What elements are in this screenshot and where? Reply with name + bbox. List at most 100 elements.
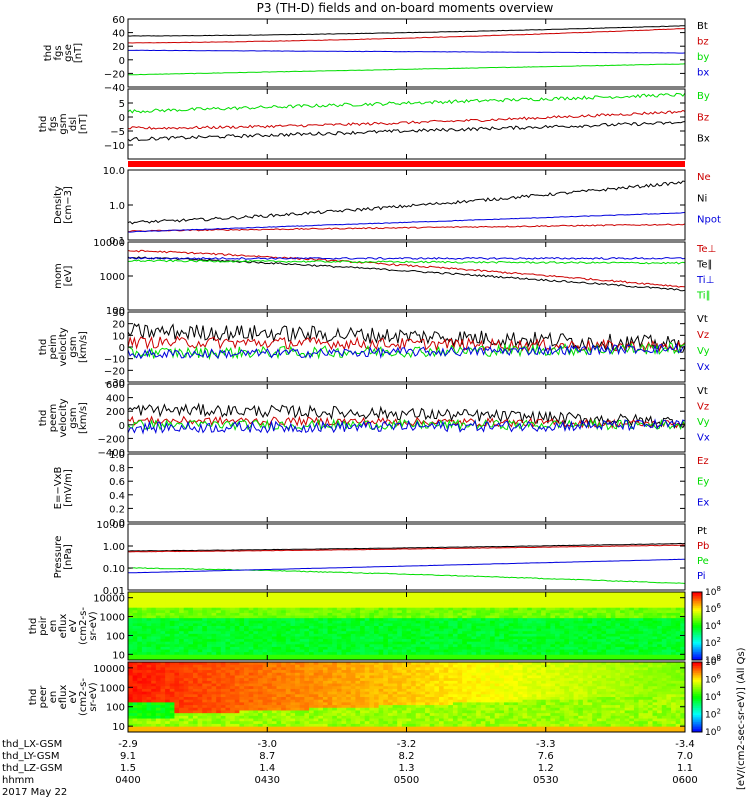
heatmap-cell [160, 646, 166, 651]
heatmap-cell [397, 594, 403, 598]
heatmap-cell [257, 688, 264, 693]
heatmap-cell [281, 654, 287, 658]
heatmap-cell [192, 721, 199, 725]
heatmap-cell [318, 694, 324, 698]
heatmap-cell [596, 626, 602, 630]
heatmap-cell [276, 654, 282, 658]
heatmap-cell [420, 628, 426, 632]
heatmap-cell [271, 702, 278, 706]
heatmap-cell [276, 699, 282, 703]
heatmap-cell [490, 623, 496, 627]
heatmap-cell [257, 649, 264, 653]
heatmap-cell [160, 699, 166, 703]
heatmap-cell [587, 618, 593, 622]
heatmap-cell [290, 691, 296, 695]
heatmap-cell [211, 662, 217, 666]
heatmap-cell [128, 592, 134, 596]
heatmap-cell [202, 646, 208, 651]
heatmap-cell [192, 670, 199, 674]
heatmap-cell [485, 644, 491, 648]
heatmap-cell [647, 652, 654, 656]
heatmap-cell [151, 667, 157, 671]
heatmap-cell [448, 623, 454, 627]
heatmap-cell [671, 618, 677, 622]
heatmap-cell [355, 628, 361, 632]
heatmap-cell [327, 594, 333, 598]
heatmap-cell [141, 688, 148, 693]
heatmap-cell [290, 618, 296, 622]
heatmap-cell [132, 594, 138, 598]
heatmap-cell [671, 628, 677, 632]
heatmap-cell [230, 597, 236, 601]
heatmap-cell [155, 592, 161, 596]
heatmap-cell [499, 636, 505, 640]
heatmap-cell [499, 618, 505, 622]
heatmap-cell [425, 639, 431, 643]
heatmap-cell [304, 652, 310, 656]
heatmap-cell [281, 615, 287, 619]
heatmap-cell [364, 607, 370, 611]
heatmap-cell [369, 636, 375, 640]
heatmap-cell [443, 654, 449, 658]
heatmap-cell [332, 721, 338, 725]
heatmap-cell [211, 721, 217, 725]
heatmap-cell [295, 718, 301, 722]
heatmap-cell [429, 644, 435, 648]
heatmap-cell [160, 683, 166, 687]
heatmap-cell [313, 631, 319, 635]
heatmap-cell [471, 599, 477, 603]
heatmap-cell [401, 602, 407, 606]
heatmap-cell [253, 620, 259, 624]
heatmap-cell [610, 644, 616, 648]
heatmap-cell [169, 615, 175, 619]
heatmap-cell [624, 631, 630, 635]
heatmap-cell [638, 623, 644, 627]
heatmap-cell [397, 683, 403, 687]
heatmap-cell [197, 697, 203, 701]
heatmap-cell [216, 636, 222, 640]
heatmap-cell [327, 680, 333, 685]
heatmap-cell [555, 644, 561, 648]
heatmap-cell [550, 618, 556, 622]
heatmap-cell [374, 641, 380, 645]
heatmap-cell [629, 639, 635, 643]
heatmap-cell [327, 667, 333, 671]
heatmap-cell [132, 680, 138, 685]
heatmap-cell [503, 620, 510, 624]
heatmap-cell [364, 694, 370, 698]
heatmap-cell [146, 697, 152, 701]
heatmap-cell [666, 646, 672, 651]
heatmap-cell [304, 664, 310, 668]
heatmap-cell [188, 680, 194, 685]
heatmap-cell [559, 605, 565, 609]
heatmap-cell [522, 646, 528, 651]
heatmap-cell [336, 667, 343, 671]
heatmap-cell [350, 718, 356, 722]
heatmap-cell [350, 691, 356, 695]
heatmap-cell [666, 602, 672, 606]
heatmap-cell [369, 726, 375, 730]
heatmap-cell [318, 713, 324, 717]
heatmap-cell [132, 649, 138, 653]
heatmap-cell [234, 612, 240, 617]
heatmap-cell [322, 602, 329, 606]
heatmap-cell [304, 707, 310, 711]
heatmap-cell [629, 607, 635, 611]
heatmap-cell [494, 652, 500, 656]
heatmap-cell [638, 636, 644, 640]
heatmap-cell [541, 594, 547, 598]
heatmap-cell [160, 678, 166, 682]
heatmap-cell [680, 607, 686, 611]
heatmap-cell [666, 641, 672, 645]
heatmap-cell [188, 636, 194, 640]
heatmap-cell [281, 644, 287, 648]
heatmap-cell [545, 649, 551, 653]
heatmap-cell [661, 620, 667, 624]
heatmap-cell [568, 597, 575, 601]
heatmap-cell [457, 644, 463, 648]
heatmap-cell [230, 626, 236, 630]
heatmap-cell [169, 654, 175, 658]
heatmap-cell [128, 680, 134, 685]
heatmap-cell [624, 626, 630, 630]
heatmap-cell [234, 605, 240, 609]
